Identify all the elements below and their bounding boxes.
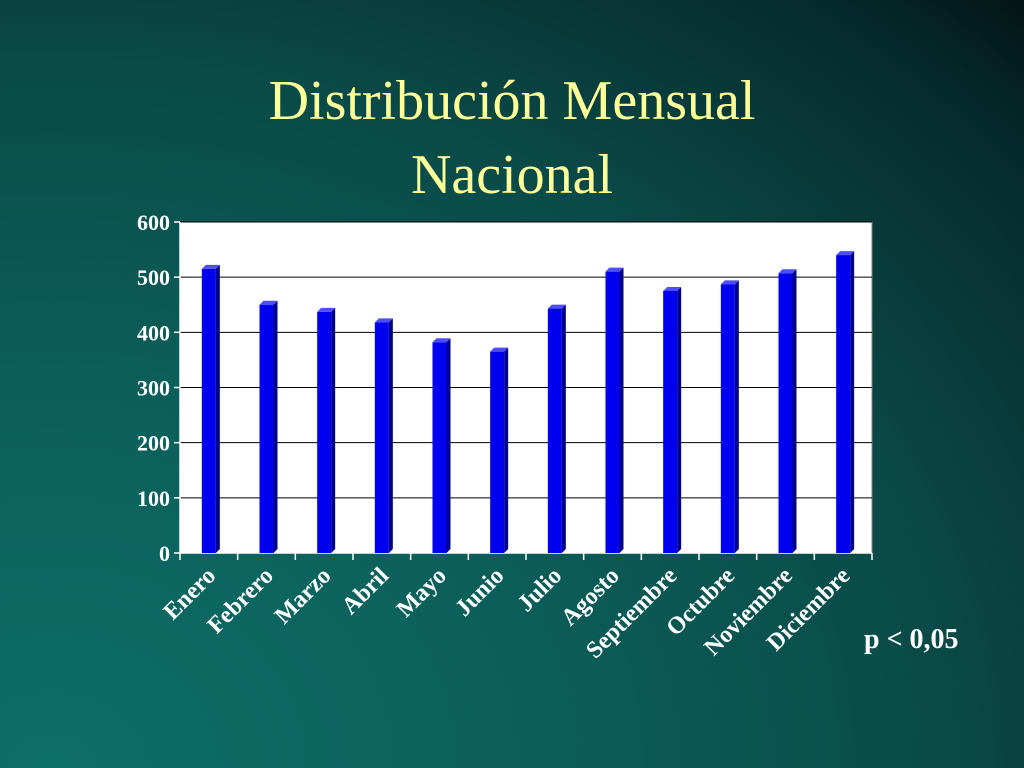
bar-top bbox=[201, 264, 220, 269]
bar-side bbox=[446, 338, 451, 553]
bar-top bbox=[836, 251, 855, 256]
bar bbox=[317, 311, 332, 553]
bar-top bbox=[720, 280, 739, 285]
y-tick-label: 600 bbox=[137, 210, 170, 235]
y-tick-label: 300 bbox=[137, 376, 170, 401]
bar-top bbox=[547, 304, 566, 309]
bar-side bbox=[273, 300, 278, 553]
bar-side bbox=[792, 269, 797, 553]
bar-side bbox=[561, 304, 566, 553]
bar-side bbox=[619, 267, 624, 553]
bar-side bbox=[331, 307, 336, 553]
bar-top bbox=[663, 286, 682, 291]
bar bbox=[605, 271, 620, 553]
bar bbox=[490, 351, 505, 553]
bar-side bbox=[504, 347, 509, 553]
bar bbox=[663, 290, 678, 553]
star-icon bbox=[669, 224, 707, 268]
bar bbox=[259, 304, 274, 553]
bar bbox=[201, 268, 216, 553]
y-tick-label: 500 bbox=[137, 265, 170, 290]
chart-title-line-2: Nacional bbox=[410, 143, 614, 206]
bar-side bbox=[850, 251, 855, 553]
bar-side bbox=[734, 280, 739, 553]
y-tick-label: 200 bbox=[137, 431, 170, 456]
y-tick-label: 100 bbox=[137, 486, 170, 511]
y-tick-label: 0 bbox=[159, 541, 170, 566]
bar-top bbox=[259, 300, 278, 305]
bar bbox=[836, 255, 851, 553]
bar-side bbox=[388, 318, 393, 553]
x-category-label: Marzo bbox=[270, 563, 336, 629]
bar bbox=[547, 308, 562, 553]
chart-title-line-1: Distribución Mensual bbox=[268, 70, 756, 132]
bar bbox=[778, 273, 793, 553]
bar-top bbox=[778, 269, 797, 274]
x-category-label: Junio bbox=[450, 563, 509, 622]
bar-top bbox=[432, 338, 451, 343]
bar-side bbox=[677, 286, 682, 553]
bar-top bbox=[490, 347, 509, 352]
y-tick-label: 400 bbox=[137, 320, 170, 345]
x-category-label: Abril bbox=[337, 563, 394, 620]
significance-annotation: p < 0,05 bbox=[864, 624, 959, 655]
bar bbox=[374, 322, 389, 553]
bar-top bbox=[605, 267, 624, 272]
bar-top bbox=[317, 307, 336, 312]
chart-title: Distribución Mensual Nacional bbox=[0, 65, 1024, 213]
bar bbox=[720, 284, 735, 553]
bar bbox=[432, 342, 447, 553]
bar-side bbox=[215, 264, 220, 553]
x-category-label: Mayo bbox=[392, 563, 452, 623]
bar-top bbox=[374, 318, 393, 323]
